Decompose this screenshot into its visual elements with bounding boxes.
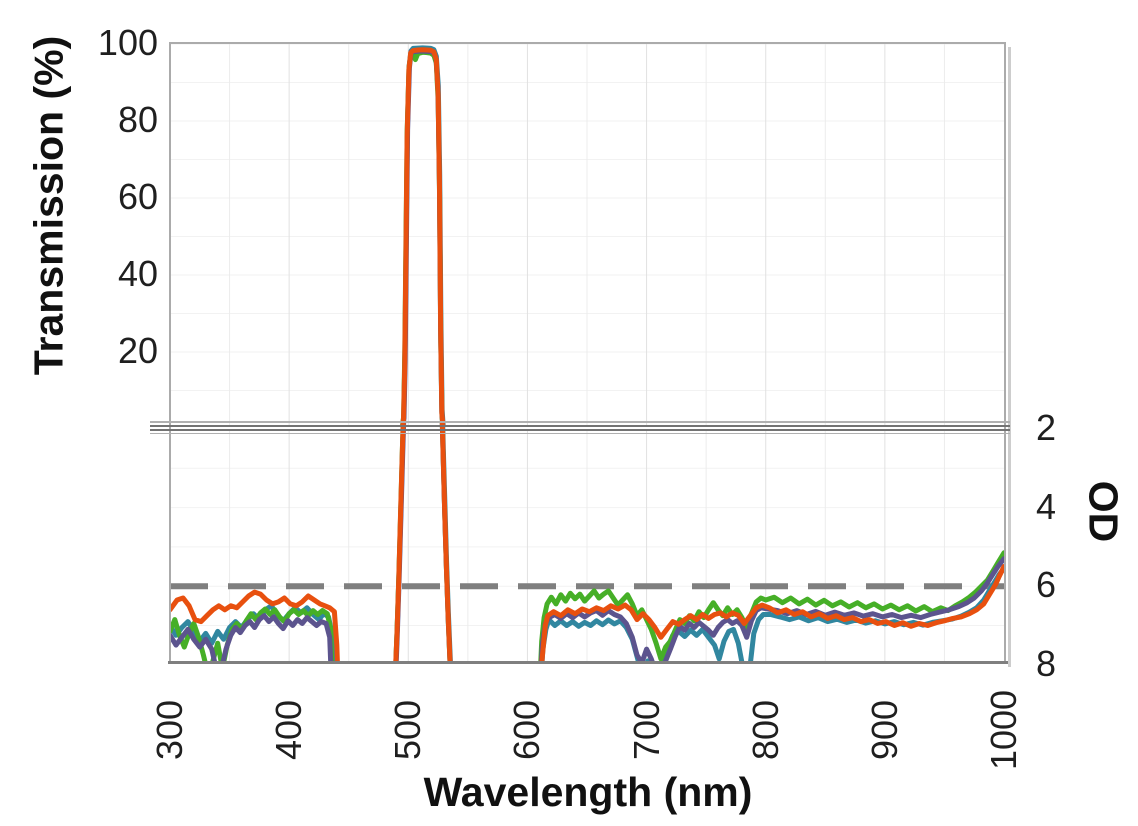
wavelength-tick-600: 600 [506,699,548,761]
plot-top-border [169,42,1006,44]
transmission-tick-100: 100 [97,22,158,63]
wavelength-tick-500: 500 [387,699,429,761]
plot-left-border [169,42,171,663]
transmission-tick-40: 40 [117,253,158,294]
axis-break-line-4 [150,432,1010,434]
od-tick-8: 8 [1036,642,1057,684]
axis-break-line-3 [150,428,1010,431]
wavelength-tick-700: 700 [625,699,667,761]
plot-right-border [1004,42,1006,663]
transmission-panel [170,42,1004,425]
axis-break-line-2 [150,424,1010,427]
plot-right-shadow [1008,47,1011,667]
axis-break-line-1 [150,421,1010,423]
od-panel [170,421,1004,663]
wavelength-tick-900: 900 [863,699,905,761]
y-axis-title-right: OD [1080,480,1127,543]
od-tick-6: 6 [1036,564,1057,606]
y-axis-title-left: Transmission (%) [25,35,72,376]
wavelength-tick-800: 800 [744,699,786,761]
transmission-tick-60: 60 [117,176,158,217]
x-axis-line [168,661,1008,664]
spectrum-trace [170,421,1004,663]
transmission-tick-80: 80 [117,99,158,140]
wavelength-tick-400: 400 [268,699,310,761]
od-tick-2: 2 [1036,407,1057,448]
spectrum-trace [170,421,1004,663]
transmission-tick-20: 20 [117,330,158,371]
x-axis-title: Wavelength (nm) [423,769,753,815]
od-tick-4: 4 [1036,485,1057,527]
wavelength-tick-1000: 1000 [983,689,1024,771]
wavelength-tick-300: 300 [149,699,190,761]
